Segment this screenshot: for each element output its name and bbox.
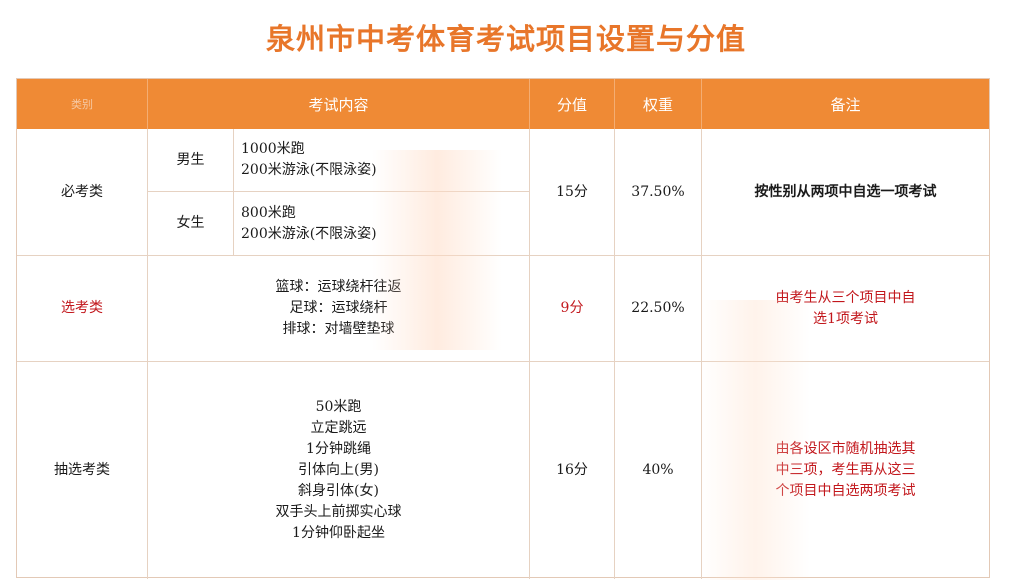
list-item: 1分钟跳绳 — [306, 441, 371, 457]
weight-required: 37.50% — [631, 183, 685, 200]
category-lottery: 抽选考类 — [54, 462, 110, 478]
list-item: 200米游泳(不限泳姿) — [241, 225, 377, 242]
weight-elective: 22.50% — [631, 300, 685, 316]
header-weight: 权重 — [642, 95, 673, 114]
remark-line: 由考生从三个项目中自 — [775, 289, 916, 306]
remark-line: 个项目中自选两项考试 — [775, 483, 916, 499]
remark-lottery: 由各设区市随机抽选其 中三项，考生再从这三 个项目中自选两项考试 — [702, 362, 989, 579]
score-elective: 9分 — [560, 300, 584, 316]
list-item: 1000米跑 — [241, 141, 305, 157]
gender-male-label: 男生 — [176, 151, 205, 168]
weight-lottery: 40% — [642, 462, 674, 478]
header-category: 类别 — [71, 98, 93, 111]
lottery-items: 50米跑 立定跳远 1分钟跳绳 引体向上(男) 斜身引体(女) 双手头上前掷实心… — [148, 362, 529, 579]
header-score: 分值 — [556, 95, 587, 114]
female-items: 800米跑 200米游泳(不限泳姿) — [241, 192, 529, 255]
remark-elective: 由考生从三个项目中自 选1项考试 — [702, 256, 989, 361]
male-items: 1000米跑 200米游泳(不限泳姿) — [241, 129, 529, 191]
list-item: 1分钟仰卧起坐 — [292, 525, 385, 541]
list-item: 排球：对墙壁垫球 — [282, 321, 395, 337]
exam-table: 类别 考试内容 分值 权重 备注 必考类 男生 1000米跑 200米游泳(不限… — [16, 78, 990, 579]
gender-female-label: 女生 — [176, 215, 205, 231]
score-lottery: 16分 — [556, 462, 588, 478]
elective-items: 篮球：运球绕杆往返 足球：运球绕杆 排球：对墙壁垫球 — [148, 256, 529, 361]
list-item: 引体向上(男) — [298, 462, 379, 478]
remark-required: 按性别从两项中自选一项考试 — [754, 183, 937, 200]
category-elective: 选考类 — [61, 300, 103, 316]
category-required: 必考类 — [61, 183, 103, 200]
remark-line: 中三项，考生再从这三 — [775, 462, 916, 478]
list-item: 50米跑 — [315, 399, 362, 415]
list-item: 双手头上前掷实心球 — [275, 504, 402, 520]
list-item: 篮球：运球绕杆往返 — [275, 279, 402, 295]
list-item: 斜身引体(女) — [298, 483, 379, 499]
list-item: 立定跳远 — [310, 420, 367, 436]
watermark-smudge — [372, 150, 502, 350]
list-item: 足球：运球绕杆 — [289, 300, 388, 316]
header-content: 考试内容 — [308, 95, 369, 114]
page-title: 泉州市中考体育考试项目设置与分值 — [265, 22, 746, 56]
header-remark: 备注 — [830, 95, 861, 114]
list-item: 800米跑 — [241, 204, 296, 221]
remark-line: 选1项考试 — [813, 310, 878, 327]
list-item: 200米游泳(不限泳姿) — [241, 162, 377, 178]
table-header: 类别 考试内容 分值 权重 备注 — [17, 79, 989, 129]
watermark-smudge — [700, 300, 810, 580]
remark-line: 由各设区市随机抽选其 — [775, 441, 916, 457]
score-required: 15分 — [556, 183, 588, 200]
